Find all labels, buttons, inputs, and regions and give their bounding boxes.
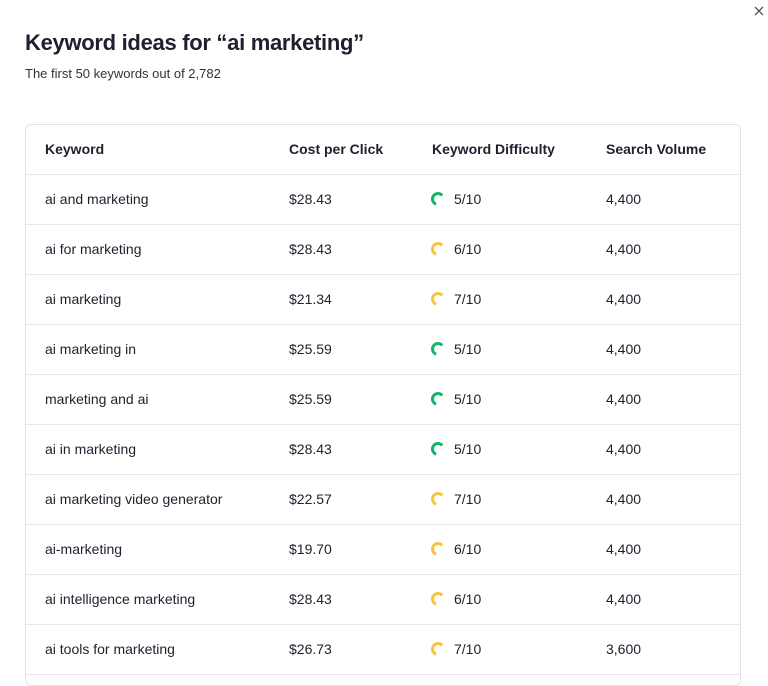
difficulty: 5/10 (454, 441, 482, 457)
keyword: ai marketing in (45, 341, 137, 357)
column-header: Keyword (45, 141, 105, 157)
keyword: ai-marketing (45, 541, 123, 557)
difficulty-arc (431, 192, 445, 206)
difficulty: 5/10 (454, 391, 482, 407)
cost-per-click: $22.57 (289, 491, 332, 507)
difficulty-arc (431, 442, 445, 456)
difficulty-arc (431, 292, 445, 306)
difficulty: 5/10 (454, 341, 482, 357)
column-header: Cost per Click (289, 141, 384, 157)
difficulty: 5/10 (454, 191, 482, 207)
difficulty-icon (431, 492, 445, 506)
difficulty-icon (431, 442, 445, 456)
search-volume: 4,400 (606, 341, 642, 357)
search-volume: 4,400 (606, 441, 642, 457)
difficulty: 7/10 (454, 291, 482, 307)
table-row: marketing and ai $25.59 5/10 4,400 (26, 375, 740, 425)
difficulty-icon (431, 392, 445, 406)
cost-per-click: $26.73 (289, 641, 332, 657)
search-volume: 4,400 (606, 191, 642, 207)
title: Keyword ideas for “ai marketing” (25, 30, 364, 55)
difficulty-icon (431, 192, 445, 206)
search-volume: 4,400 (606, 541, 642, 557)
difficulty-arc (431, 342, 445, 356)
keyword: ai tools for marketing (45, 641, 175, 657)
search-volume: 4,400 (606, 491, 642, 507)
difficulty: 6/10 (454, 241, 482, 257)
search-volume: 4,400 (606, 591, 642, 607)
cost-per-click: $28.43 (289, 241, 332, 257)
search-volume: 4,400 (606, 291, 642, 307)
cost-per-click: $28.43 (289, 441, 332, 457)
difficulty-arc (431, 242, 445, 256)
close-button[interactable] (752, 4, 766, 18)
difficulty-icon (431, 642, 445, 656)
keyword: ai intelligence marketing (45, 591, 196, 607)
table-row: ai and marketing $28.43 5/10 4,400 (26, 175, 740, 225)
difficulty-arc (431, 642, 445, 656)
table-row: ai-marketing $19.70 6/10 4,400 (26, 525, 740, 575)
subtitle: The first 50 keywords out of 2,782 (25, 66, 221, 81)
keyword: ai and marketing (45, 191, 149, 207)
keyword: ai marketing video generator (45, 491, 223, 507)
difficulty-arc (431, 592, 445, 606)
difficulty-arc (431, 392, 445, 406)
table-row: ai marketing $21.34 7/10 4,400 (26, 275, 740, 325)
column-header: Keyword Difficulty (432, 141, 555, 157)
cost-per-click: $21.34 (289, 291, 332, 307)
header-row: Keyword Cost per Click Keyword Difficulty S… (26, 125, 740, 175)
table-row: ai intelligence marketing $28.43 6/10 4,400 (26, 575, 740, 625)
difficulty-icon (431, 592, 445, 606)
difficulty: 6/10 (454, 591, 482, 607)
cost-per-click: $28.43 (289, 191, 332, 207)
column-header: Search Volume (606, 141, 707, 157)
cost-per-click: $25.59 (289, 391, 332, 407)
difficulty-icon (431, 242, 445, 256)
difficulty: 6/10 (454, 541, 482, 557)
cost-per-click: $19.70 (289, 541, 332, 557)
search-volume: 4,400 (606, 391, 642, 407)
difficulty-arc (431, 542, 445, 556)
keyword: marketing and ai (45, 391, 149, 407)
difficulty-icon (431, 342, 445, 356)
difficulty-icon (431, 542, 445, 556)
cost-per-click: $28.43 (289, 591, 332, 607)
keyword: ai in marketing (45, 441, 137, 457)
difficulty: 7/10 (454, 491, 482, 507)
search-volume: 3,600 (606, 641, 642, 657)
cost-per-click: $25.59 (289, 341, 332, 357)
table-row: ai marketing video generator $22.57 7/10 4,… (26, 475, 740, 525)
table-row: ai in marketing $28.43 5/10 4,400 (26, 425, 740, 475)
table-row: ai for marketing $28.43 6/10 4,400 (26, 225, 740, 275)
difficulty-icon (431, 292, 445, 306)
search-volume: 4,400 (606, 241, 642, 257)
keyword: ai for marketing (45, 241, 142, 257)
table-row: ai marketing in $25.59 5/10 4,400 (26, 325, 740, 375)
table-row: ai tools for marketing $26.73 7/10 3,600 (26, 625, 740, 675)
difficulty-arc (431, 492, 445, 506)
difficulty: 7/10 (454, 641, 482, 657)
keyword-table: Keyword Cost per Click Keyword Difficulty S… (25, 124, 741, 686)
keyword: ai marketing (45, 291, 122, 307)
